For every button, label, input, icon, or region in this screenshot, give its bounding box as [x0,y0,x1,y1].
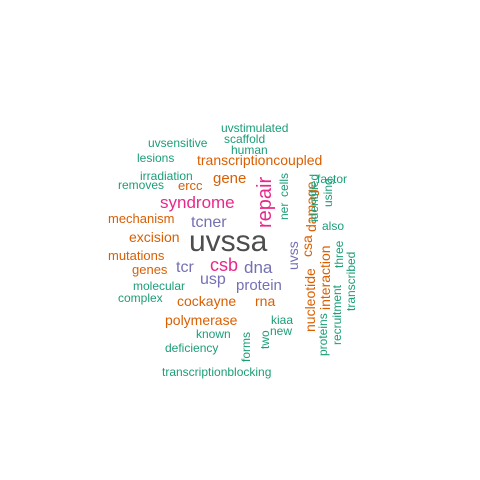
word-usp: usp [200,271,226,288]
word-also: also [322,219,344,233]
word-uvssa: uvssa [189,225,268,258]
word-transcribed: transcribed [344,252,358,311]
word-protein: protein [236,277,282,294]
word-interaction: interaction [317,245,333,310]
word-polymerase: polymerase [165,312,238,328]
word-factor: factor [317,172,347,186]
word-uvss: uvss [285,241,301,270]
word-two: two [258,330,272,349]
word-complex: complex [118,291,163,305]
word-cells: cells [277,173,291,197]
word-transcriptionblocking: transcriptionblocking [162,365,271,379]
word-removes: removes [118,178,164,192]
word-nucleotide: nucleotide [302,268,318,332]
word-scaffold: scaffold [224,132,265,146]
word-kiaa: kiaa [271,313,293,327]
word-mutations: mutations [108,248,165,263]
word-tcner: tcner [191,214,227,231]
word-csa: csa [299,235,315,257]
word-new: new [270,324,292,338]
word-proteins: proteins [316,313,330,356]
word-syndrome: syndrome [160,193,235,212]
word-ner: ner [277,203,291,220]
word-repair: repair [254,177,276,228]
word-transcriptioncoupled: transcriptioncoupled [197,152,322,168]
word-cockayne: cockayne [177,293,236,309]
word-csb: csb [210,255,238,275]
word-using: using [321,178,335,207]
word-known: known [196,327,231,341]
word-uvstimulated: uvstimulated [221,121,288,135]
word-excision: excision [129,229,180,245]
word-damage: damage [303,181,319,232]
word-irradiation: irradiation [140,169,193,183]
word-tcr: tcr [176,259,194,276]
word-genes: genes [132,262,168,277]
word-molecular: molecular [133,279,185,293]
word-uvsensitive: uvsensitive [148,136,208,150]
word-dna: dna [244,258,273,277]
word-rna: rna [255,293,275,309]
word-deficiency: deficiency [165,341,218,355]
word-lesions: lesions [137,151,174,165]
word-identified: identified [307,174,321,222]
word-mechanism: mechanism [108,211,174,226]
word-recruitment: recruitment [330,284,344,345]
word-three: three [332,240,346,268]
word-human: human [231,143,268,157]
word-forms: forms [239,332,253,362]
word-ercc: ercc [178,178,203,193]
word-gene: gene [213,170,246,187]
